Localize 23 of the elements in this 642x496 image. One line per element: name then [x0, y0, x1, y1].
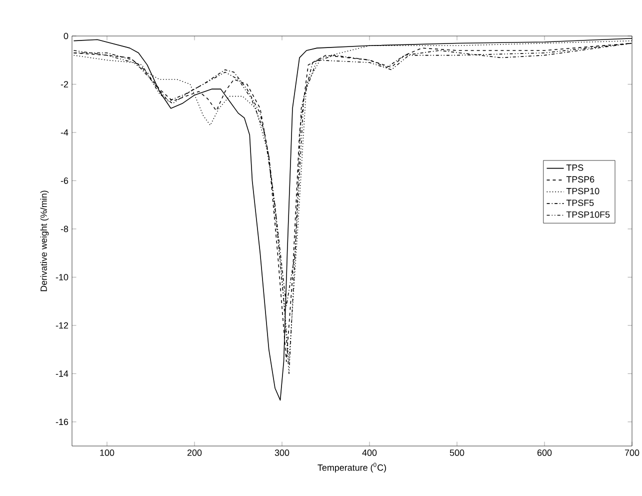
y-tick-label: -14	[56, 370, 68, 377]
y-tick-label: -2	[60, 81, 68, 88]
y-tick-label: -4	[60, 129, 68, 136]
x-tick-label: 200	[187, 450, 202, 456]
y-tick-label: -8	[60, 226, 68, 232]
x-tick-label: 700	[624, 450, 640, 456]
x-tick-label: 100	[100, 450, 114, 456]
y-tick-label: -16	[56, 418, 68, 426]
x-tick-label: 400	[362, 450, 377, 456]
y-tick-label: -10	[56, 274, 68, 280]
legend-label: TPSF5	[566, 200, 594, 206]
legend-label: TPSP6	[566, 176, 594, 183]
y-tick-label: 0	[64, 32, 68, 40]
x-axis-title: Temperature ($^{0}$C)	[318, 462, 386, 473]
y-tick-label: -12	[56, 322, 68, 329]
legend-label: TPSP10F5	[566, 211, 610, 218]
x-tick-label: 500	[450, 450, 464, 456]
x-tick-label: 600	[537, 450, 552, 456]
y-axis-title: Derivative weight (%/min)	[40, 190, 49, 292]
legend-label: TPS	[566, 164, 584, 171]
y-tick-label: -6	[60, 178, 68, 184]
x-tick-label: 300	[274, 450, 290, 456]
legend-label: TPSP10	[566, 188, 600, 194]
